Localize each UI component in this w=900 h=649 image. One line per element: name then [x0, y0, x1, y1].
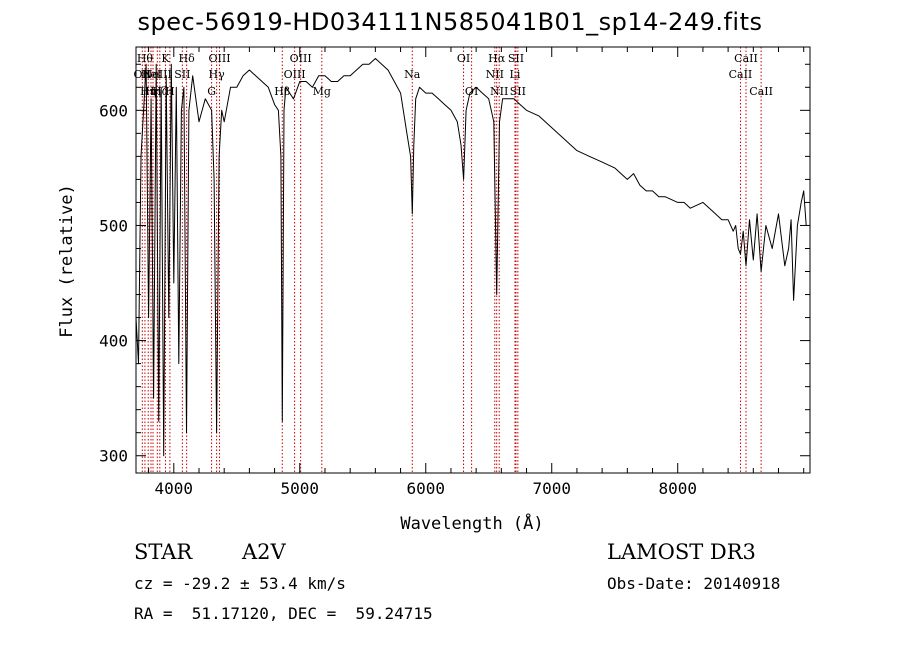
obs-date: Obs-Date: 20140918 — [607, 574, 781, 593]
x-tick-label: 6000 — [406, 479, 445, 498]
line-label-21: NII — [486, 68, 504, 81]
line-label-26: SII — [510, 85, 526, 98]
line-label-19: OI — [457, 52, 470, 65]
line-label-27: CaII — [729, 68, 753, 81]
x-tick-label: 5000 — [281, 479, 320, 498]
line-label-4: Hη — [145, 85, 161, 98]
y-tick-label: 500 — [99, 216, 128, 235]
line-label-28: CaII — [734, 52, 758, 65]
line-label-14: Hβ — [274, 85, 290, 98]
line-labels: OII Hθ Hη HeI Hη NeIII Hζ K H SII Hδ G Hγ OIII Hβ OIII O… — [133, 52, 773, 98]
object-class: STAR — [134, 540, 193, 564]
line-label-7: K — [161, 52, 170, 65]
spectrum-line — [135, 58, 807, 457]
redshift-text: cz = -29.2 ± 53.4 km/s — [134, 574, 346, 593]
subclass: A2V — [242, 540, 286, 564]
line-label-12: Hγ — [209, 68, 226, 81]
line-label-23: NII — [490, 85, 508, 98]
y-tick-label: 300 — [99, 447, 128, 466]
y-tick-label: 400 — [99, 332, 128, 351]
line-label-25: SII — [508, 52, 524, 65]
coordinates: RA = 51.17120, DEC = 59.24715 — [134, 604, 433, 623]
y-tick-label: 600 — [99, 101, 128, 120]
line-label-15: OIII — [284, 68, 306, 81]
line-label-5: NeIII — [143, 68, 172, 81]
axis-ticks — [136, 47, 810, 473]
line-label-17: Mg — [313, 85, 331, 98]
chart-title: spec-56919-HD034111N585041B01_sp14-249.f… — [137, 8, 763, 36]
x-axis-label: Wavelength (Å) — [400, 512, 543, 534]
y-axis-label: Flux (relative) — [57, 184, 77, 338]
line-label-18: Na — [404, 68, 421, 81]
line-label-0: OII — [133, 68, 151, 81]
line-label-11: G — [207, 85, 216, 98]
line-label-8: H — [165, 85, 175, 98]
x-tick-label: 8000 — [658, 479, 697, 498]
line-label-22: Hα — [488, 52, 506, 65]
line-label-6: Hζ — [152, 85, 168, 98]
axis-tick-labels: 4000 5000 6000 7000 8000 300 400 500 600 — [99, 101, 697, 498]
plot-frame — [135, 46, 811, 474]
line-label-9: SII — [174, 68, 190, 81]
line-label-29: CaII — [749, 85, 773, 98]
line-label-24: Li — [510, 68, 521, 81]
line-label-2: Hη — [140, 85, 156, 98]
line-label-20: OI — [465, 85, 478, 98]
spectrum-series — [135, 58, 807, 457]
survey-label: LAMOST DR3 — [607, 540, 756, 564]
line-label-10: Hδ — [179, 52, 196, 65]
line-label-16: OIII — [290, 52, 312, 65]
line-label-3: HeI — [141, 68, 161, 81]
x-tick-label: 7000 — [532, 479, 571, 498]
line-label-1: Hθ — [137, 52, 154, 65]
line-label-13: OIII — [208, 52, 230, 65]
x-tick-label: 4000 — [155, 479, 194, 498]
